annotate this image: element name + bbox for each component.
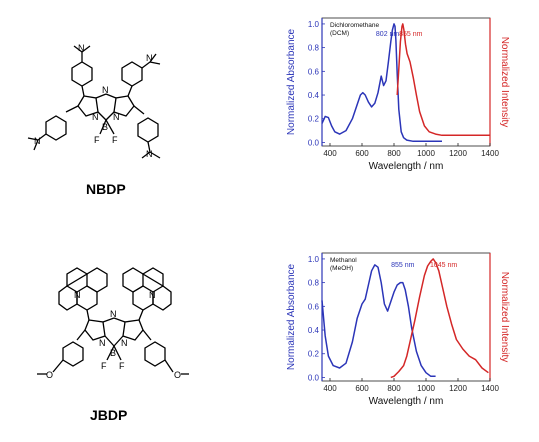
spectrum-chart-nbdp: Normalized Absorbance Normalized Intensi… [286, 17, 510, 172]
nme2-label-1: N [78, 43, 85, 53]
x-tick-label: 600 [355, 384, 369, 393]
ring-n-label-j1: N [99, 338, 106, 348]
y-tick-label: 0.0 [308, 373, 320, 382]
fluorine-label-1: F [94, 135, 100, 145]
x-tick-label: 1400 [481, 384, 499, 393]
bridge-n-label: N [102, 85, 109, 95]
x-tick-label: 1000 [417, 384, 435, 393]
molecule-name-jbdp: JBDP [90, 407, 128, 423]
solvent-label-line2: (DCM) [330, 30, 349, 37]
y-tick-label: 0.2 [308, 350, 320, 359]
solvent-label-line1: Dichloromethane [330, 22, 380, 29]
ylabel-right: Normalized Intensity [499, 37, 510, 128]
ring-n-label-j2: N [121, 338, 128, 348]
x-tick-label: 800 [387, 149, 401, 158]
y-tick-label: 0.2 [308, 115, 320, 124]
y-tick-label: 1.0 [308, 20, 320, 29]
nme2-label-2: N [146, 53, 153, 63]
y-tick-label: 1.0 [308, 255, 320, 264]
y-tick-label: 0.4 [308, 326, 320, 335]
x-tick-label: 400 [323, 384, 337, 393]
jul-n-label-2: N [149, 290, 156, 300]
y-tick-label: 0.6 [308, 67, 320, 76]
fluorine-label-j1: F [101, 361, 107, 371]
peak-annotation: 855 nm [391, 262, 415, 269]
y-tick-label: 0.0 [308, 138, 320, 147]
y-tick-label: 0.8 [308, 44, 320, 53]
bridge-n-label-j: N [110, 309, 117, 319]
x-tick-label: 1200 [449, 149, 467, 158]
nbdp-structure: N N N N N N N B F F [27, 43, 161, 159]
x-tick-label: 1000 [417, 149, 435, 158]
y-tick-label: 0.8 [308, 279, 320, 288]
absorbance-series-line [321, 264, 436, 378]
xlabel: Wavelength / nm [369, 161, 444, 172]
oxygen-label-1: O [46, 370, 53, 380]
emission-series-line [390, 258, 489, 379]
boron-label: B [102, 122, 108, 132]
ring-n-label-2: N [113, 112, 120, 122]
nme2-label-4: N [146, 149, 153, 159]
x-tick-label: 600 [355, 149, 369, 158]
molecule-name-nbdp: NBDP [86, 181, 126, 197]
fluorine-label-j2: F [119, 361, 125, 371]
boron-label-j: B [110, 348, 116, 358]
x-tick-label: 1200 [449, 384, 467, 393]
y-tick-label: 0.4 [308, 91, 320, 100]
jbdp-structure: N N N N N B F F O O [37, 267, 189, 380]
spectrum-chart-jbdp: Normalized Absorbance Normalized Intensi… [286, 252, 510, 407]
peak-annotation: 855 nm [399, 31, 423, 38]
nme2-label-3: N [34, 136, 41, 146]
x-tick-label: 1400 [481, 149, 499, 158]
x-tick-label: 400 [323, 149, 337, 158]
peak-annotation: 1045 nm [430, 262, 457, 269]
peak-annotation: 802 nm [376, 31, 400, 38]
jul-n-label-1: N [74, 290, 81, 300]
oxygen-label-2: O [174, 370, 181, 380]
xlabel: Wavelength / nm [369, 396, 444, 407]
ring-n-label-1: N [92, 112, 99, 122]
solvent-label-line2: (MeOH) [330, 265, 353, 272]
y-tick-label: 0.6 [308, 302, 320, 311]
fluorine-label-2: F [112, 135, 118, 145]
emission-series-line [396, 23, 490, 137]
solvent-label-line1: Methanol [330, 257, 357, 264]
absorbance-series-line [321, 23, 442, 143]
ylabel-right: Normalized Intensity [499, 272, 510, 363]
x-tick-label: 800 [387, 384, 401, 393]
ylabel-left: Normalized Absorbance [286, 28, 297, 135]
ylabel-left: Normalized Absorbance [286, 263, 297, 370]
